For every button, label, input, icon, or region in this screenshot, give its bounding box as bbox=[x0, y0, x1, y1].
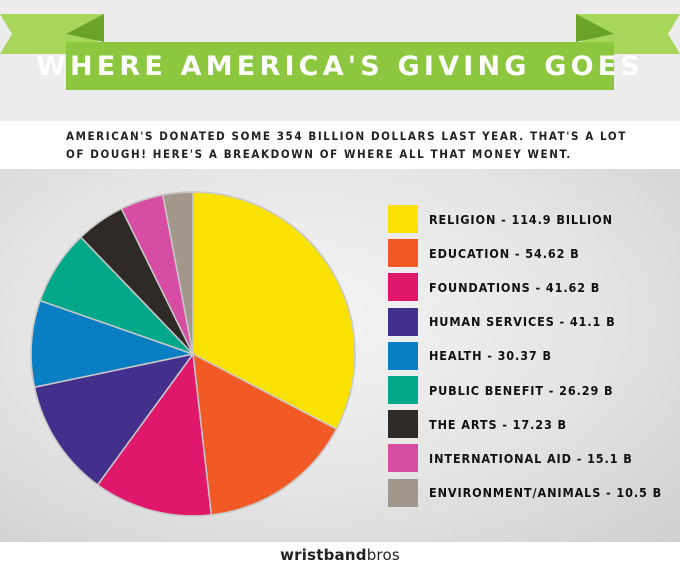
logo-part-1: wristband bbox=[280, 546, 367, 564]
intro-section: AMERICAN'S DONATED SOME 354 BILLION DOLL… bbox=[0, 121, 680, 169]
legend-label-environment-animals: ENVIRONMENT/ANIMALS - 10.5 B bbox=[429, 485, 663, 501]
legend-item-health: HEALTH - 30.37 B bbox=[388, 341, 552, 370]
legend-item-religion: RELIGION - 114.9 BILLION bbox=[388, 205, 613, 233]
legend-label-human-services: HUMAN SERVICES - 41.1 B bbox=[429, 314, 616, 330]
legend-swatch-religion bbox=[388, 205, 418, 233]
legend-label-foundations: FOUNDATIONS - 41.62 B bbox=[429, 279, 601, 295]
legend-swatch-foundations bbox=[388, 273, 418, 302]
legend-label-the-arts: THE ARTS - 17.23 B bbox=[429, 416, 568, 432]
banner-ribbon-graphic bbox=[0, 14, 680, 90]
legend-swatch-the-arts bbox=[388, 410, 418, 439]
legend-label-religion: RELIGION - 114.9 BILLION bbox=[429, 211, 613, 227]
legend-item-education: EDUCATION - 54.62 B bbox=[388, 239, 580, 268]
legend-item-environment-animals: ENVIRONMENT/ANIMALS - 10.5 B bbox=[388, 478, 663, 507]
legend-label-public-benefit: PUBLIC BENEFIT - 26.29 B bbox=[429, 382, 614, 398]
legend-item-the-arts: THE ARTS - 17.23 B bbox=[388, 410, 568, 439]
legend-item-public-benefit: PUBLIC BENEFIT - 26.29 B bbox=[388, 376, 613, 404]
legend-label-health: HEALTH - 30.37 B bbox=[429, 348, 552, 364]
legend-item-foundations: FOUNDATIONS - 41.62 B bbox=[388, 273, 601, 302]
pie-chart bbox=[30, 191, 356, 517]
ribbon-main-band bbox=[66, 42, 614, 90]
legend-label-international-aid: INTERNATIONAL AID - 15.1 B bbox=[429, 450, 633, 466]
legend-swatch-human-services bbox=[388, 307, 418, 336]
intro-line-1: AMERICAN'S DONATED SOME 354 BILLION DOLL… bbox=[66, 129, 627, 143]
intro-line-2: OF DOUGH! HERE'S A BREAKDOWN OF WHERE AL… bbox=[66, 147, 572, 161]
legend-swatch-international-aid bbox=[388, 444, 418, 473]
logo-part-2: bros bbox=[366, 546, 400, 564]
legend-swatch-health bbox=[388, 341, 418, 370]
legend-swatch-environment-animals bbox=[388, 478, 418, 507]
page-title: WHERE AMERICA'S GIVING GOES bbox=[35, 50, 645, 82]
title-banner: WHERE AMERICA'S GIVING GOES bbox=[0, 0, 680, 121]
legend-swatch-public-benefit bbox=[388, 376, 418, 404]
intro-text: AMERICAN'S DONATED SOME 354 BILLION DOLL… bbox=[66, 127, 666, 163]
pie-outline bbox=[30, 191, 356, 517]
legend-item-international-aid: INTERNATIONAL AID - 15.1 B bbox=[388, 444, 633, 473]
chart-area: RELIGION - 114.9 BILLION EDUCATION - 54.6… bbox=[0, 169, 680, 542]
footer: wristbandbros bbox=[0, 542, 680, 573]
legend-item-human-services: HUMAN SERVICES - 41.1 B bbox=[388, 307, 616, 336]
legend-swatch-education bbox=[388, 239, 418, 268]
legend-label-education: EDUCATION - 54.62 B bbox=[429, 245, 580, 261]
ribbon-fold-right bbox=[576, 14, 614, 42]
brand-logo: wristbandbros bbox=[0, 546, 680, 564]
ribbon-fold-left bbox=[66, 14, 104, 42]
